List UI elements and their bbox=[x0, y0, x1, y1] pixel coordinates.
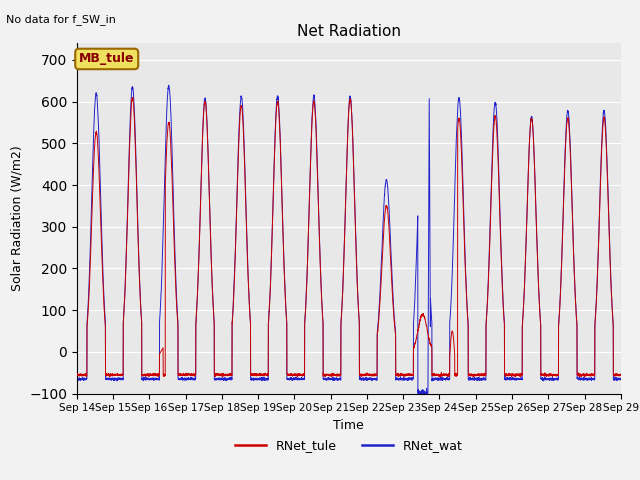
RNet_tule bbox=[617, 372, 625, 378]
Legend: RNet_tule, RNet_wat: RNet_tule, RNet_wat bbox=[230, 434, 468, 457]
RNet_wat bbox=[441, 376, 449, 382]
RNet_tule bbox=[129, 95, 136, 100]
Text: No data for f_SW_in: No data for f_SW_in bbox=[6, 14, 116, 25]
RNet_wat bbox=[471, 376, 479, 382]
Y-axis label: Solar Radiation (W/m2): Solar Radiation (W/m2) bbox=[10, 145, 24, 291]
RNet_wat bbox=[329, 374, 337, 380]
RNet_tule bbox=[616, 372, 624, 377]
RNet_wat bbox=[617, 376, 625, 382]
RNet_tule bbox=[471, 372, 479, 378]
Line: RNet_wat: RNet_wat bbox=[77, 85, 621, 397]
RNet_wat bbox=[616, 377, 624, 383]
RNet_tule bbox=[73, 372, 81, 377]
RNet_tule bbox=[329, 372, 337, 378]
RNet_wat bbox=[171, 241, 179, 247]
Text: MB_tule: MB_tule bbox=[79, 52, 134, 65]
RNet_wat bbox=[424, 394, 431, 400]
Title: Net Radiation: Net Radiation bbox=[297, 24, 401, 39]
X-axis label: Time: Time bbox=[333, 419, 364, 432]
RNet_tule bbox=[106, 374, 114, 380]
RNet_tule bbox=[502, 373, 509, 379]
RNet_tule bbox=[441, 372, 449, 377]
RNet_tule bbox=[171, 259, 179, 265]
RNet_wat bbox=[73, 376, 81, 382]
RNet_wat bbox=[165, 83, 173, 88]
Line: RNet_tule: RNet_tule bbox=[77, 97, 621, 377]
RNet_wat bbox=[502, 377, 509, 383]
